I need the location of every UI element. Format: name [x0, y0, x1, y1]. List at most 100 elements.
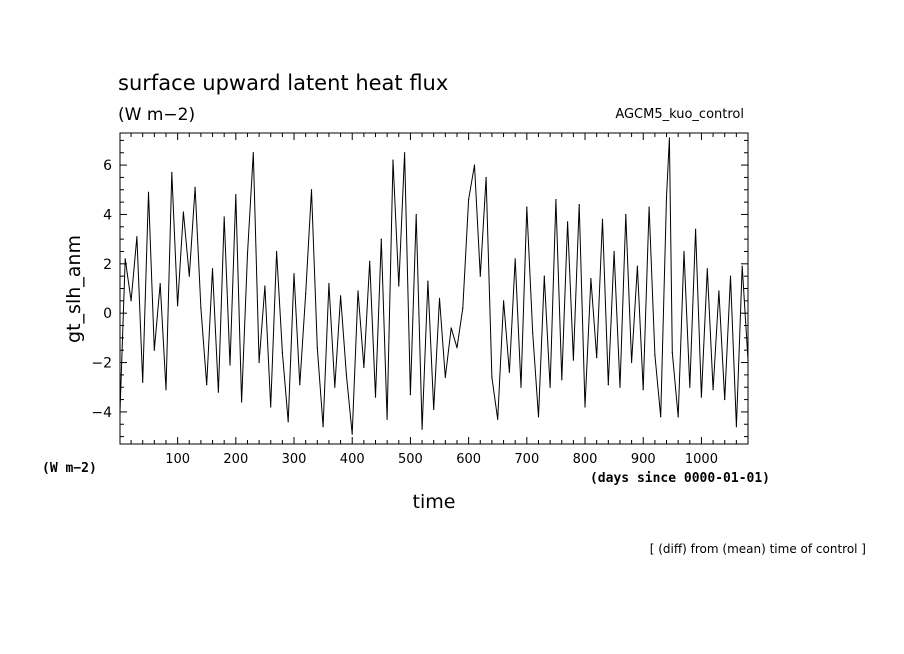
data-point: [497, 418, 499, 420]
y-tick-label: 2: [103, 257, 112, 273]
footnote: [ (diff) from (mean) time of control ]: [650, 542, 866, 556]
data-point: [695, 228, 697, 230]
data-point: [479, 275, 481, 277]
data-point: [706, 268, 708, 270]
data-point: [334, 386, 336, 388]
x-axis-label: time: [413, 491, 456, 513]
y-axis-label: gt_slh_anm: [63, 235, 85, 343]
data-point: [299, 384, 301, 386]
data-point: [729, 275, 732, 277]
y-tick-label: −4: [91, 405, 112, 421]
x-tick-label: 500: [398, 452, 423, 467]
chart-subtitle-units: (W m−2): [118, 105, 195, 125]
x-tick-label: 600: [456, 452, 481, 467]
x-tick-label: 1000: [685, 452, 718, 467]
data-point: [409, 394, 412, 396]
experiment-name: AGCM5_kuo_control: [615, 107, 744, 122]
y-tick-label: 6: [103, 158, 112, 174]
data-point: [473, 164, 476, 166]
data-point: [316, 347, 318, 349]
y-tick-label: −2: [91, 356, 112, 372]
data-point: [566, 221, 569, 223]
data-point: [217, 391, 219, 393]
data-point: [444, 376, 446, 378]
data-point: [287, 421, 289, 423]
data-point: [741, 265, 743, 267]
data-point: [596, 357, 598, 359]
data-point: [322, 426, 324, 428]
data-point: [165, 389, 167, 391]
series-line: [119, 137, 749, 435]
x-tick-label: 400: [340, 452, 365, 467]
data-point: [345, 374, 348, 376]
x-tick-label: 800: [573, 452, 598, 467]
data-point: [369, 260, 371, 262]
data-point: [590, 278, 592, 280]
data-point: [264, 285, 266, 287]
data-point: [718, 290, 720, 292]
data-point: [351, 433, 353, 435]
data-point: [206, 384, 208, 386]
data-point: [404, 152, 406, 154]
data-point: [339, 295, 342, 297]
data-point: [188, 275, 190, 277]
data-point: [502, 300, 505, 302]
data-point: [555, 199, 557, 201]
data-point: [543, 275, 545, 277]
data-point: [433, 408, 435, 411]
data-point: [415, 213, 417, 216]
data-point: [386, 418, 388, 420]
data-point: [281, 352, 283, 354]
data-points: [119, 137, 749, 435]
data-point: [630, 361, 633, 364]
data-point: [124, 258, 126, 260]
data-point: [421, 428, 423, 430]
data-point: [229, 364, 231, 366]
data-point: [642, 389, 644, 391]
data-point: [654, 354, 656, 356]
data-point: [293, 273, 295, 275]
data-point: [549, 386, 551, 388]
data-point: [671, 352, 673, 354]
data-point: [561, 379, 563, 381]
data-point: [211, 268, 214, 270]
axis-tick-labels: 100 200 300 400 500 600 700 800 900 1000 −4 −2 0 2 4 6: [91, 158, 718, 467]
data-point: [532, 332, 534, 334]
x-tick-label: 900: [631, 452, 656, 467]
data-point: [136, 236, 138, 238]
data-point: [537, 416, 540, 418]
data-point: [177, 305, 179, 307]
data-point: [182, 211, 185, 213]
data-point: [275, 250, 278, 253]
data-point: [665, 196, 668, 198]
data-point: [363, 366, 365, 369]
data-point: [683, 250, 685, 253]
data-point: [194, 186, 196, 188]
data-point: [200, 307, 202, 309]
x-tick-label: 200: [223, 452, 248, 467]
y-tick-label: 0: [103, 306, 112, 322]
data-point: [619, 386, 621, 388]
axis-ticks: [120, 133, 748, 444]
data-point: [252, 152, 254, 154]
data-point: [450, 327, 452, 329]
data-point: [398, 285, 400, 287]
chart-title: surface upward latent heat flux: [118, 71, 448, 95]
data-point: [153, 349, 155, 351]
data-point: [735, 426, 737, 428]
data-point: [668, 137, 671, 139]
data-point: [660, 416, 662, 418]
data-point: [572, 359, 574, 361]
data-point: [258, 361, 260, 364]
data-point: [392, 159, 394, 161]
data-point: [456, 347, 458, 349]
data-point: [625, 213, 627, 216]
data-point: [159, 282, 161, 285]
data-point: [310, 189, 313, 191]
data-point: [526, 206, 528, 208]
data-point: [235, 194, 237, 196]
data-point: [171, 171, 173, 174]
data-point: [485, 176, 487, 179]
data-point: [648, 206, 650, 208]
